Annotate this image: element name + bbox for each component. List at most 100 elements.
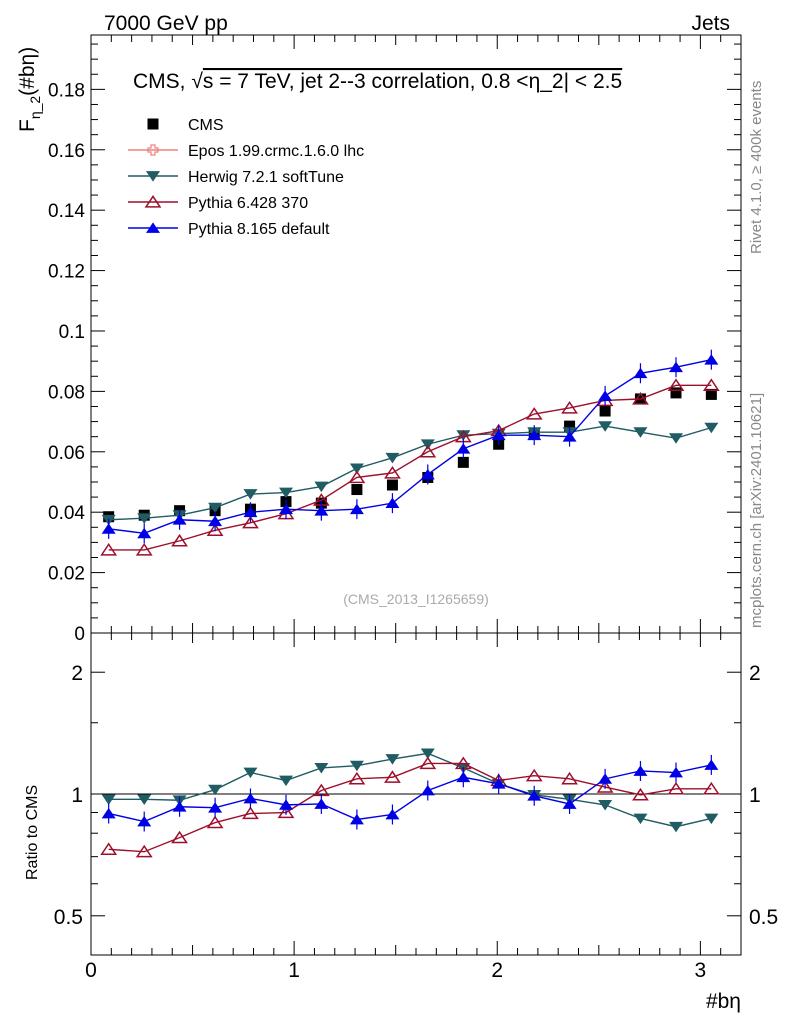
chart-title: CMS, √s = 7 TeV, jet 2--3 correlation, 0… — [133, 70, 622, 93]
main-point-pythia-8-165-default — [420, 468, 435, 480]
main-point-cms — [457, 456, 469, 468]
main-point-herwig-7-2-1-softtune — [314, 481, 329, 493]
ratio-point-pythia-6-428-370 — [277, 805, 295, 819]
ratio-point-herwig-7-2-1-softtune — [669, 821, 683, 833]
main-point-herwig-7-2-1-softtune — [669, 433, 683, 444]
ratio-point-pythia-8-165-default — [704, 759, 719, 770]
ratio-point-pythia-8-165-default — [491, 778, 506, 789]
main-point-pythia-6-428-370 — [525, 407, 543, 420]
ratio-point-pythia-8-165-default — [101, 807, 116, 819]
ratio-point-pythia-8-165-default — [456, 771, 471, 783]
main-point-pythia-8-165-default — [243, 506, 258, 518]
legend-marker-herwig-7-2-1-softtune — [146, 171, 160, 182]
ratio-point-herwig-7-2-1-softtune — [314, 763, 329, 774]
main-point-herwig-7-2-1-softtune — [704, 422, 719, 434]
ratio-point-herwig-7-2-1-softtune — [633, 813, 648, 825]
main-point-pythia-8-165-default — [279, 503, 293, 515]
ratio-point-herwig-7-2-1-softtune — [137, 794, 152, 805]
main-point-herwig-7-2-1-softtune — [243, 489, 258, 500]
ratio-xtick-label: 1 — [288, 959, 300, 982]
main-ylabel-sub: η_2 — [27, 96, 43, 120]
legend-label-cms: CMS — [188, 117, 224, 134]
legend-marker-pythia-8-165-default — [146, 222, 160, 233]
main-point-pythia-8-165-default — [137, 527, 152, 539]
main-ytick-label: 0.02 — [48, 564, 85, 585]
main-point-pythia-8-165-default — [208, 515, 223, 527]
header-right-label: Jets — [691, 12, 730, 35]
chart-title-suffix: s = 7 TeV, jet 2--3 correlation, 0.8 <η_… — [203, 70, 622, 93]
main-point-pythia-6-428-370 — [206, 523, 224, 536]
ratio-xtick-label: 2 — [491, 959, 503, 982]
ratio-point-pythia-8-165-default — [208, 802, 223, 813]
ratio-point-pythia-8-165-default — [349, 813, 364, 825]
ratio-point-pythia-8-165-default — [669, 766, 683, 778]
main-line-herwig-7-2-1-softtune — [108, 425, 712, 521]
ratio-axis-ticks: 0 1 2 3 0.5 0.5 1 1 2 2 — [54, 633, 778, 982]
main-point-pythia-6-428-370 — [419, 444, 437, 458]
ratio-data-layer — [100, 748, 720, 858]
main-ytick-label: 0.14 — [48, 201, 85, 222]
ratio-point-herwig-7-2-1-softtune — [208, 784, 223, 796]
ratio-xtick-label: 3 — [695, 959, 707, 982]
main-ylabel-main: F — [16, 119, 39, 132]
main-point-pythia-6-428-370 — [702, 378, 720, 391]
main-point-cms — [670, 387, 682, 399]
main-point-herwig-7-2-1-softtune — [279, 487, 293, 499]
ratio-point-herwig-7-2-1-softtune — [385, 754, 400, 765]
ratio-point-pythia-6-428-370 — [171, 830, 188, 844]
main-ytick-label: 0 — [74, 624, 85, 645]
ratio-ytick-label-right: 2 — [749, 662, 761, 685]
legend-marker-epos-1-99-crmc-1-6-0-lhc — [147, 144, 159, 156]
ratio-line-pythia-8-165-default — [108, 764, 712, 823]
main-point-cms — [705, 388, 717, 400]
main-ytick-label: 0.08 — [48, 382, 85, 403]
legend-marker-pythia-6-428-370 — [144, 195, 162, 208]
main-point-pythia-8-165-default — [456, 443, 471, 454]
ratio-ytick-label-right: 1 — [749, 784, 761, 807]
ratio-point-herwig-7-2-1-softtune — [243, 767, 258, 779]
ratio-point-pythia-6-428-370 — [525, 768, 543, 782]
ratio-point-pythia-8-165-default — [420, 784, 435, 796]
main-point-pythia-8-165-default — [385, 497, 400, 509]
ratio-point-herwig-7-2-1-softtune — [598, 799, 613, 811]
main-point-pythia-8-165-default — [598, 390, 613, 401]
main-point-pythia-6-428-370 — [632, 391, 649, 405]
main-point-herwig-7-2-1-softtune — [420, 439, 435, 450]
main-line-pythia-8-165-default — [108, 358, 712, 535]
legend-label-pythia-6-428-370: Pythia 6.428 370 — [188, 195, 308, 212]
x-axis-label: #bη — [706, 990, 741, 1013]
ratio-point-pythia-6-428-370 — [135, 844, 153, 858]
ratio-point-pythia-6-428-370 — [702, 781, 720, 795]
legend-marker-cms — [147, 118, 159, 130]
main-point-herwig-7-2-1-softtune — [456, 430, 471, 441]
ratio-point-herwig-7-2-1-softtune — [704, 813, 719, 825]
main-point-pythia-6-428-370 — [667, 378, 685, 391]
main-point-herwig-7-2-1-softtune — [633, 427, 648, 438]
ratio-point-pythia-6-428-370 — [206, 815, 224, 829]
ratio-point-pythia-6-428-370 — [384, 770, 401, 783]
chart-title-sqrt: √ — [191, 70, 203, 93]
main-point-herwig-7-2-1-softtune — [137, 513, 152, 524]
chart-title-prefix: CMS, — [133, 70, 191, 93]
ratio-point-pythia-8-165-default — [527, 790, 542, 801]
ratio-point-pythia-6-428-370 — [632, 787, 649, 801]
main-ylabel: Fη_2(#bη) — [16, 47, 43, 132]
main-point-pythia-6-428-370 — [135, 542, 153, 556]
ratio-point-pythia-6-428-370 — [561, 771, 578, 785]
main-line-pythia-6-428-370 — [108, 384, 712, 551]
ratio-ytick-label: 0.5 — [54, 906, 83, 929]
main-ytick-label: 0.12 — [48, 262, 85, 283]
main-point-pythia-6-428-370 — [242, 515, 259, 529]
ratio-ylabel: Ratio to CMS — [24, 785, 41, 880]
main-axis-ticks: 0 0.02 0.04 0.06 0.08 0.1 0.12 0.14 0.16 0.18 — [48, 35, 742, 645]
main-point-cms — [564, 420, 576, 432]
ratio-point-herwig-7-2-1-softtune — [420, 748, 435, 759]
svg-text:Fη_2(#bη): Fη_2(#bη) — [16, 47, 43, 132]
main-point-pythia-6-428-370 — [561, 401, 578, 414]
ratio-point-herwig-7-2-1-softtune — [349, 760, 364, 772]
ratio-line-herwig-7-2-1-softtune — [108, 752, 712, 828]
analysis-id: (CMS_2013_I1265659) — [343, 591, 489, 607]
main-point-pythia-8-165-default — [669, 361, 683, 373]
main-point-cms — [599, 405, 611, 417]
ratio-point-herwig-7-2-1-softtune — [101, 794, 116, 805]
